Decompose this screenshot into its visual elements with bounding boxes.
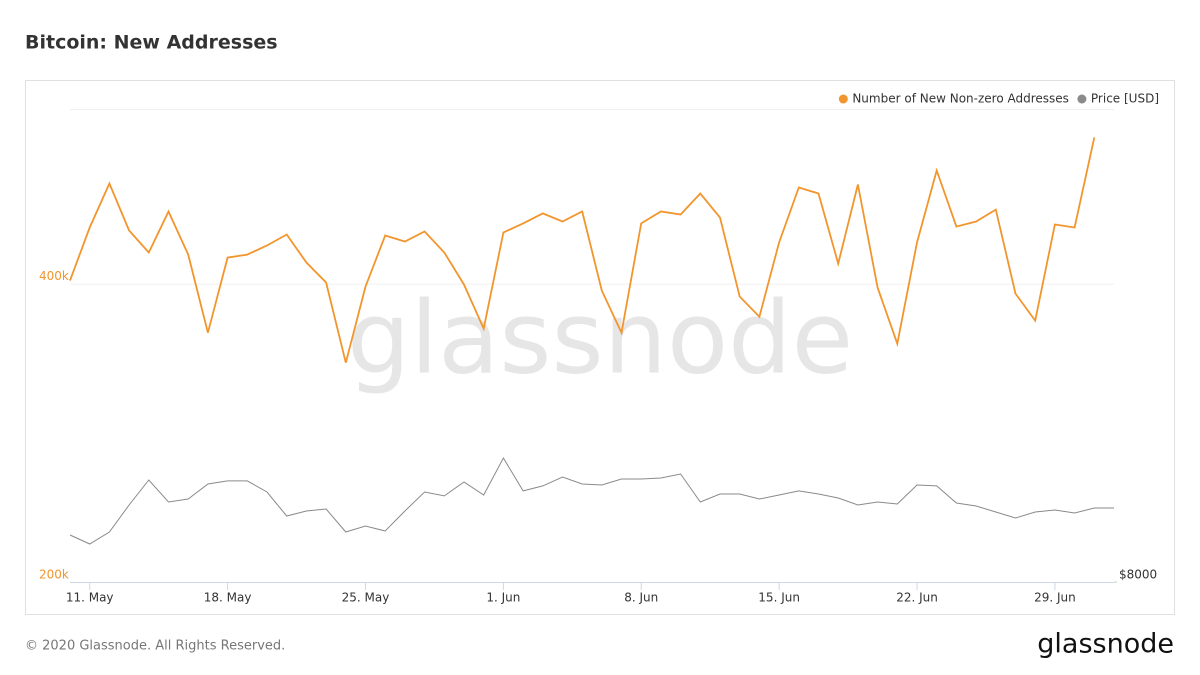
chart-frame (25, 80, 1175, 615)
chart-title: Bitcoin: New Addresses (25, 32, 278, 54)
legend-label: Price [USD] (1091, 92, 1159, 106)
x-tick-label: 29. Jun (1034, 591, 1076, 605)
legend-marker (1077, 94, 1087, 104)
x-tick-label: 25. May (342, 591, 390, 605)
logo: glassnode (1037, 629, 1174, 660)
legend-label: Number of New Non-zero Addresses (852, 92, 1069, 106)
watermark: glassnode (347, 279, 853, 396)
x-tick-label: 18. May (204, 591, 252, 605)
legend-marker (838, 94, 848, 104)
y-tick-label: 400k (39, 269, 69, 283)
x-tick-label: 15. Jun (758, 591, 800, 605)
x-tick-label: 11. May (66, 591, 114, 605)
footer: © 2020 Glassnode. All Rights Reserved. (25, 639, 285, 654)
x-tick-label: 8. Jun (624, 591, 658, 605)
y-tick-label: 200k (39, 568, 69, 582)
y2-tick-label: $8000 (1119, 568, 1157, 582)
x-tick-label: 22. Jun (896, 591, 938, 605)
x-tick-label: 1. Jun (486, 591, 520, 605)
series-line (69, 137, 1096, 363)
series-line (69, 456, 1114, 545)
